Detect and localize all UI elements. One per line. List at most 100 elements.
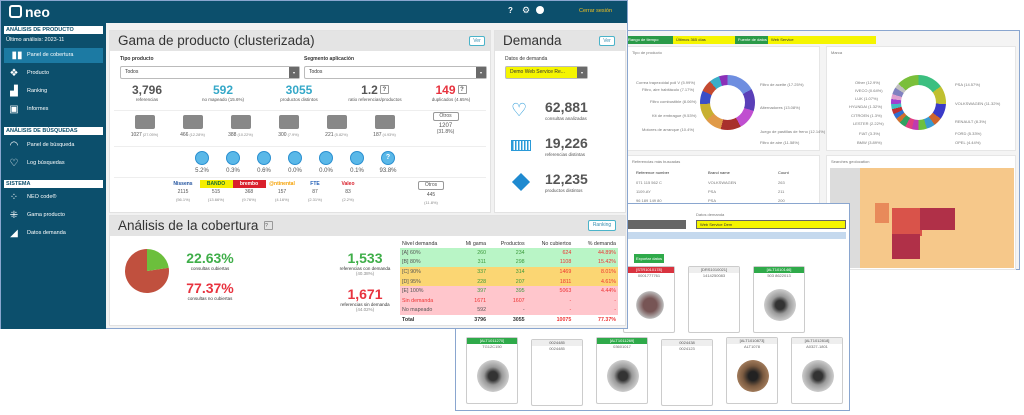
sidebar-item-ranking[interactable]: ▟ Ranking (1, 84, 106, 99)
ref-sin-demanda: 1,671 referencias sin demanda (44.02%) (330, 286, 400, 312)
category-count: 300(7.9%) (266, 132, 311, 138)
sidebar-item-producto[interactable]: ❖ Producto (1, 66, 106, 81)
sidebar-item-log-busquedas[interactable]: ♡ Log búsquedas (1, 156, 106, 171)
table-row[interactable]: No mapeado 592- - - (400, 305, 618, 316)
otros-button[interactable]: Otros (418, 181, 444, 190)
card-code: [ALT1010146] (754, 267, 804, 273)
brand-item[interactable]: brembo 368 (9.76%) (228, 180, 270, 203)
product-card[interactable]: [STR1010178] 0001777761 (623, 266, 675, 333)
table-row[interactable]: [E] 100% 397 395 5063 4.44% (400, 286, 618, 296)
help-button[interactable]: ? (457, 85, 467, 94)
product-card[interactable]: 0024438 0024123 (661, 339, 713, 406)
otros-button[interactable]: Otros (432, 112, 459, 121)
filter-icon (278, 115, 299, 129)
table-cell: 234 (488, 248, 527, 258)
segment-item[interactable]: 0.6% (250, 151, 278, 174)
segment-item[interactable]: 0.3% (219, 151, 247, 174)
product-card[interactable]: [ALT1012818] A0327-1801 (791, 337, 843, 404)
product-card[interactable]: [ALT1010873] ALT1078 (726, 337, 778, 404)
brand-count: 83 (345, 189, 351, 195)
ranking-button[interactable]: Ranking (588, 220, 616, 231)
europe-map[interactable] (830, 168, 1014, 268)
brand-item[interactable]: Nissens 2115 (56.1%) (162, 180, 204, 203)
export-button[interactable]: Exportar datos (634, 254, 664, 263)
col-header[interactable]: Reference number (636, 170, 670, 175)
map-card: Searches geolocation (826, 155, 1016, 270)
table-cell: 624 (526, 248, 574, 258)
sidebar-item-informes[interactable]: ▣ Informes (1, 102, 106, 117)
filter-value[interactable]: Web Service (768, 36, 876, 44)
segment-pct: 0.0% (319, 168, 333, 174)
card-code: [ALT1011270] (467, 338, 517, 344)
donut-label: LUK (1.07%) (855, 96, 878, 101)
brand-item[interactable]: Valeo 83 (2.2%) (327, 180, 369, 203)
tipo-producto-select[interactable]: Todos ▾ (120, 66, 300, 79)
brand-item[interactable]: BANDO 515 (13.66%) (195, 180, 237, 203)
column-header: Nivel demanda (402, 241, 438, 247)
gear-icon[interactable]: ⚙ (522, 5, 531, 15)
help-button[interactable]: ? (379, 85, 389, 94)
ref-con-pct: (40.38%) (355, 271, 375, 276)
brand-count: 157 (277, 189, 287, 195)
category-item[interactable]: 388(10.22%) (218, 115, 263, 138)
help-icon[interactable]: ? (508, 6, 513, 15)
neo-logo[interactable]: neo (25, 4, 50, 20)
col-header[interactable]: Brand name (708, 170, 730, 175)
product-card[interactable]: [DRS1010021] 1414250083 (688, 266, 740, 333)
table-cell: 260 (454, 248, 489, 258)
cell: 96 189 149 80 (636, 198, 662, 203)
product-card[interactable]: 0024485 0024485 (531, 339, 583, 406)
table-row[interactable]: [D] 95% 228 207 1811 4.61% (400, 276, 618, 287)
brand-item[interactable]: @ntinental 157 (4.16%) (261, 180, 303, 203)
segment-item[interactable]: 0.0% (281, 151, 309, 174)
segment-item[interactable]: 0.0% (312, 151, 340, 174)
col-header[interactable]: Count (778, 170, 789, 175)
marca-chart-card: Marca Other (12.9%) IVECO (0.64%) LUK (1… (826, 46, 1016, 151)
pct: (11.8%) (424, 200, 438, 205)
signal-icon: ◢ (10, 228, 18, 239)
user-icon[interactable] (536, 6, 544, 14)
stat-value: 3055 (261, 83, 337, 97)
table-row[interactable]: [C] 90% 337 314 1469 8.01% (400, 267, 618, 277)
table-row[interactable]: [B] 80% 311 298 1108 15.42% (400, 257, 618, 268)
datos-demanda-select[interactable]: Demo Web Service Re... ▾ (505, 66, 588, 79)
marca-donut (891, 75, 946, 130)
count: 388 (228, 132, 237, 138)
sidebar-item-label: Panel de cobertura (27, 52, 74, 58)
total-cell: 3796 (474, 316, 487, 323)
card-title: Referencias más buscadas (632, 159, 681, 164)
help-button[interactable]: ? (264, 221, 274, 230)
brand-pct: (2.31%) (307, 197, 322, 202)
pct: (31.8%) (436, 129, 455, 135)
sidebar-item-panel-busqueda[interactable]: ◠ Panel de búsqueda (1, 138, 106, 153)
table-row[interactable]: [A] 60% 260 234 624 44.89% (400, 248, 618, 258)
sidebar-item-datos-demanda[interactable]: ◢ Datos demanda (1, 226, 106, 241)
product-card[interactable]: [ALT1011269] 03601017 (596, 337, 648, 404)
brand-item[interactable]: FTE 87 (2.31%) (294, 180, 336, 203)
ver-button[interactable]: Ver (469, 36, 485, 46)
sidebar-item-neo-code[interactable]: ⁘ NEO code® (1, 190, 106, 205)
tipo-producto-chart-card: Tipo de producto Correa trapezoidal poli… (627, 46, 825, 151)
pie-slice-uncovered (125, 249, 169, 293)
segment-item[interactable]: ? 93.8% (374, 151, 402, 174)
category-item[interactable]: 187(4.93%) (362, 115, 407, 138)
ver-button[interactable]: Ver (599, 36, 615, 46)
category-item[interactable]: 221(5.82%) (314, 115, 359, 138)
product-card[interactable]: [ALT1010146] 503 8622013 (753, 266, 805, 333)
logout-link[interactable]: Cerrar sesión (579, 8, 613, 14)
sidebar-item-panel-cobertura[interactable]: ▮▮ Panel de cobertura (4, 48, 103, 63)
gauge-icon: ◠ (9, 140, 19, 151)
panel-header: Análisis de la cobertura ? (110, 216, 625, 236)
category-item[interactable]: 466(12.28%) (170, 115, 215, 138)
segment-item[interactable]: 5.2% (188, 151, 216, 174)
table-row[interactable]: Sin demanda 1671 1607- - (400, 295, 618, 306)
category-item[interactable]: 300(7.9%) (266, 115, 311, 138)
filter-value[interactable]: Últimos 365 días (673, 36, 735, 44)
datos-demanda-select[interactable]: Web Service Dem (696, 220, 846, 229)
product-card[interactable]: [ALT1011270] TG12C150 (466, 337, 518, 404)
segment-item[interactable]: 0.1% (343, 151, 371, 174)
stat-block: 3055 productos distintos (261, 83, 337, 102)
category-item[interactable]: 1027(27.05%) (122, 115, 167, 138)
sidebar-item-gama-producto[interactable]: ⁜ Gama producto (1, 208, 106, 223)
segmento-select[interactable]: Todos ▾ (304, 66, 487, 79)
